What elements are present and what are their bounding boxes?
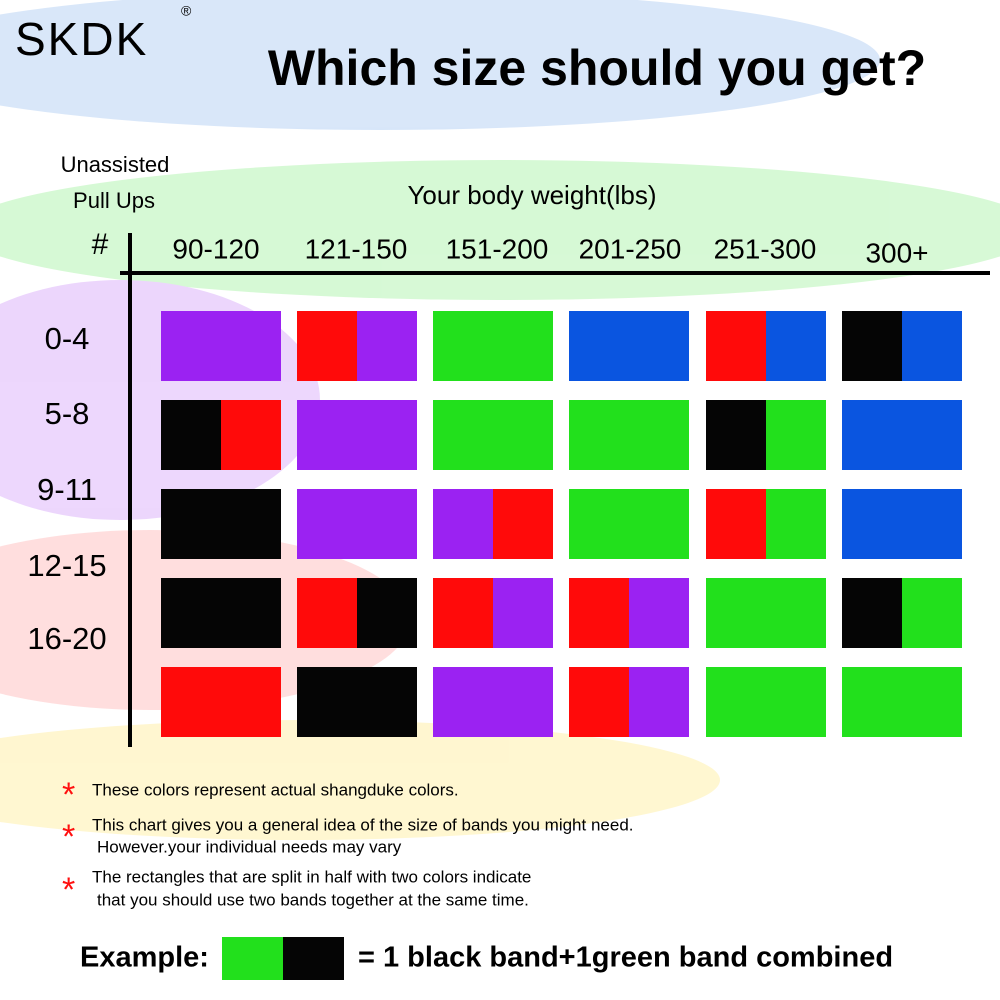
- column-header: 251-300: [714, 233, 817, 264]
- row-axis-label: Unassisted: [61, 152, 170, 177]
- notes: * These colors represent actual shangduke…: [62, 776, 634, 910]
- bg-band: [0, 160, 1000, 300]
- band-cell: [706, 400, 766, 470]
- column-header: 90-120: [172, 233, 259, 264]
- note-text: These colors represent actual shangduke …: [92, 780, 459, 799]
- note-text: The rectangles that are split in half wi…: [92, 867, 531, 886]
- band-cell: [629, 578, 689, 648]
- column-header: 201-250: [579, 233, 682, 264]
- band-cell: [569, 311, 689, 381]
- band-cell: [902, 578, 962, 648]
- band-cell: [297, 400, 417, 470]
- band-cell: [493, 578, 553, 648]
- column-axis-label: Your body weight(lbs): [407, 180, 656, 210]
- band-cell: [902, 311, 962, 381]
- swatch-part: [283, 937, 344, 980]
- note-marker: *: [62, 871, 75, 909]
- logo-mark: ®: [181, 3, 192, 19]
- band-cell: [842, 311, 902, 381]
- example-label: Example:: [80, 942, 209, 974]
- band-cell: [161, 311, 281, 381]
- example-text: = 1 black band+1green band combined: [358, 942, 893, 974]
- row-header: 5-8: [45, 396, 90, 431]
- row-header: 0-4: [45, 321, 90, 356]
- band-cell: [493, 489, 553, 559]
- band-cell: [433, 667, 553, 737]
- note-text: This chart gives you a general idea of t…: [92, 815, 634, 834]
- band-cell: [569, 578, 629, 648]
- background-bands: [0, 0, 1000, 840]
- bg-band: [0, 0, 880, 130]
- band-cell: [766, 311, 826, 381]
- row-axis-label: Pull Ups: [73, 188, 155, 213]
- row-axis-symbol: #: [92, 228, 109, 261]
- column-header: 121-150: [305, 233, 408, 264]
- swatch-part: [222, 937, 283, 980]
- band-cell: [357, 311, 417, 381]
- band-cell: [706, 311, 766, 381]
- band-cell: [297, 578, 357, 648]
- row-header: 16-20: [27, 621, 106, 656]
- band-cell: [706, 667, 826, 737]
- band-cell: [433, 400, 553, 470]
- band-cell: [161, 578, 281, 648]
- band-cell: [706, 578, 826, 648]
- band-cell: [297, 667, 417, 737]
- band-cell: [297, 489, 417, 559]
- column-header: 300+: [865, 237, 928, 268]
- note-marker: *: [62, 776, 75, 814]
- band-cell: [766, 489, 826, 559]
- band-cell: [433, 578, 493, 648]
- band-cell: [569, 667, 629, 737]
- band-cell: [766, 400, 826, 470]
- band-cell: [842, 578, 902, 648]
- note-text: that you should use two bands together a…: [97, 890, 529, 909]
- band-cell: [842, 489, 962, 559]
- title: Which size should you get?: [268, 40, 926, 96]
- note-marker: *: [62, 818, 75, 856]
- band-cell: [161, 489, 281, 559]
- band-cell: [569, 489, 689, 559]
- band-cell: [569, 400, 689, 470]
- cell-grid: [161, 311, 962, 737]
- band-cell: [842, 667, 962, 737]
- band-cell: [433, 311, 553, 381]
- column-header: 151-200: [446, 233, 549, 264]
- note-text: However.your individual needs may vary: [97, 837, 402, 856]
- example-swatch: [222, 937, 344, 980]
- row-header: 12-15: [27, 548, 106, 583]
- band-cell: [629, 667, 689, 737]
- band-cell: [221, 400, 281, 470]
- band-cell: [357, 578, 417, 648]
- band-cell: [842, 400, 962, 470]
- band-cell: [297, 311, 357, 381]
- band-cell: [433, 489, 493, 559]
- band-cell: [161, 667, 281, 737]
- logo: SKDK: [15, 13, 148, 65]
- band-cell: [706, 489, 766, 559]
- bg-band: [0, 720, 720, 840]
- row-header: 9-11: [37, 472, 97, 507]
- band-cell: [161, 400, 221, 470]
